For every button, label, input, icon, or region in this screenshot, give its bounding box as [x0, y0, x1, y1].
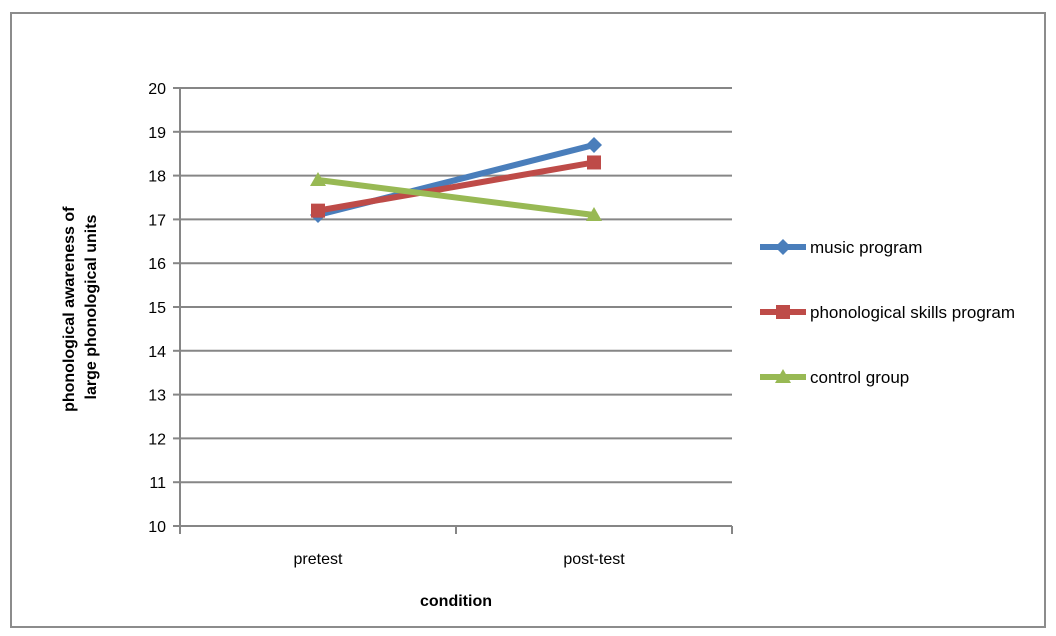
y-tick-label: 18	[148, 169, 166, 186]
data-point	[586, 136, 602, 153]
y-tick-label: 11	[149, 475, 166, 492]
x-tick-label: pretest	[294, 551, 343, 568]
y-axis-title-line-1: phonological awareness of	[61, 206, 78, 412]
y-tick-label: 15	[148, 300, 166, 317]
y-tick-label: 12	[148, 431, 166, 448]
legend-item: phonological skills program	[760, 303, 1015, 322]
legend-item: music program	[760, 238, 922, 257]
y-tick-labels: 10 11 12 13 14 15 16 17 18 19 20	[148, 81, 166, 536]
legend-label: music program	[810, 238, 922, 257]
x-tick-label: post-test	[563, 551, 625, 568]
axes	[173, 87, 733, 534]
y-axis-title: phonological awareness of large phonolog…	[61, 202, 100, 412]
y-tick-label: 16	[148, 256, 166, 273]
data-point	[310, 171, 326, 186]
y-tick-label: 17	[148, 212, 166, 229]
data-point	[587, 155, 601, 170]
series-line	[317, 177, 595, 218]
data-point	[311, 203, 325, 218]
gridlines	[180, 87, 732, 527]
data-point	[586, 207, 602, 222]
y-tick-label: 20	[148, 81, 166, 98]
series-markers	[310, 136, 602, 224]
legend-marker	[775, 239, 791, 255]
series-lines	[317, 142, 595, 218]
legend-item: control group	[760, 368, 909, 387]
x-tick-labels: pretest post-test	[294, 551, 626, 568]
series-line	[317, 159, 595, 214]
legend-marker	[775, 369, 791, 383]
y-tick-label: 19	[148, 125, 166, 142]
y-tick-label: 13	[148, 388, 166, 405]
y-tick-label: 14	[148, 344, 166, 361]
legend-label: phonological skills program	[810, 303, 1015, 322]
y-axis-title-line-2: large phonological units	[83, 214, 100, 399]
y-tick-label: 10	[148, 519, 166, 536]
legend: music program phonological skills program…	[760, 238, 1015, 387]
x-axis-title: condition	[420, 593, 492, 610]
legend-marker	[776, 305, 790, 319]
legend-label: control group	[810, 368, 909, 387]
